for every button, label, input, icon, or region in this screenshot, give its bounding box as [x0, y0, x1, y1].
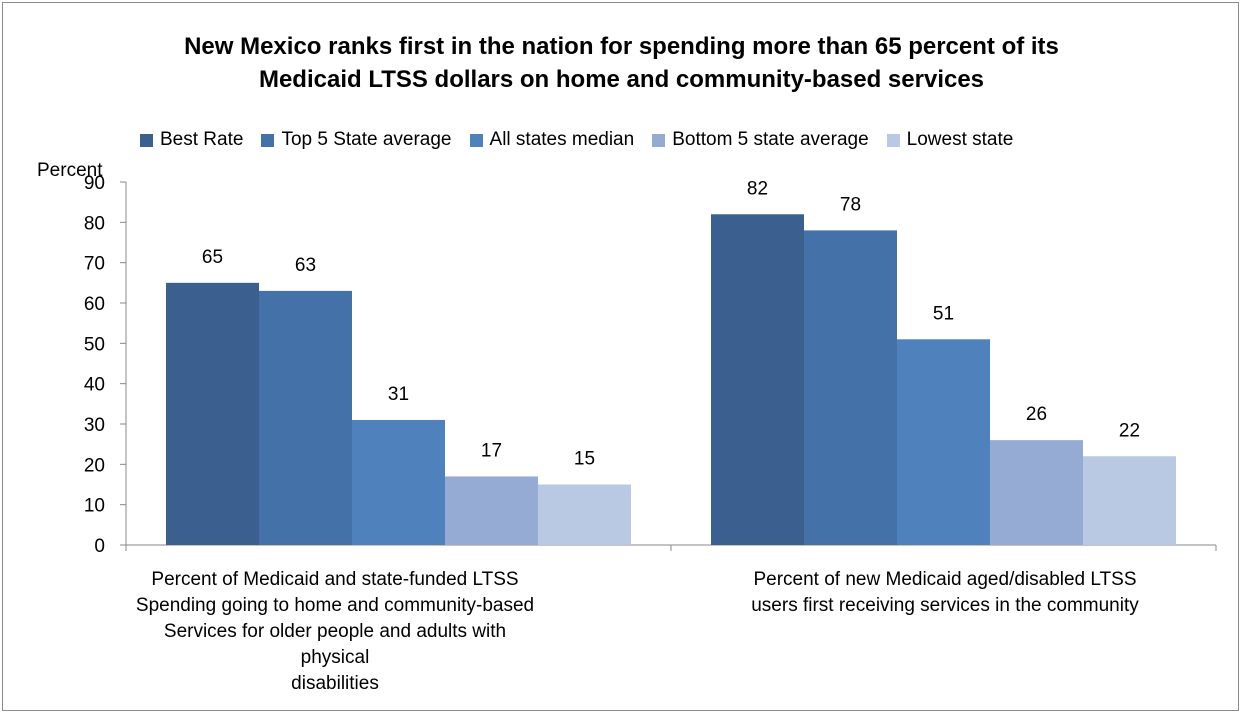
category-label-0-line-3: disabilities — [291, 673, 379, 694]
chart-title-line-1: New Mexico ranks first in the nation for… — [184, 33, 1059, 60]
y-tick-label-9: 90 — [84, 173, 105, 194]
y-tick-label-5: 50 — [84, 334, 105, 355]
y-tick-label-8: 80 — [84, 213, 105, 234]
category-label-0: Percent of Medicaid and state-funded LTS… — [130, 567, 540, 697]
legend-item-4: Lowest state — [886, 129, 1014, 151]
bar-1-0 — [711, 214, 804, 545]
bar-0-0 — [166, 282, 259, 545]
legend-item-0: Best Rate — [140, 129, 243, 151]
legend-swatch-2 — [469, 133, 483, 147]
bar-0-1 — [259, 290, 352, 545]
category-label-1-line-1: users first receiving services in the co… — [751, 595, 1139, 616]
legend-item-2: All states median — [469, 129, 635, 151]
legend-swatch-3 — [652, 133, 666, 147]
data-label-0-3: 17 — [481, 440, 502, 461]
y-tick-label-2: 20 — [84, 455, 105, 476]
chart-title: New Mexico ranks first in the nation for… — [0, 30, 1243, 96]
legend-label-2: All states median — [489, 129, 635, 150]
data-label-0-4: 15 — [574, 449, 595, 470]
category-label-0-line-2: Services for older people and adults wit… — [163, 621, 507, 668]
data-label-1-2: 51 — [933, 303, 954, 324]
bar-1-3 — [990, 440, 1083, 545]
legend-swatch-1 — [261, 133, 275, 147]
y-tick-label-4: 40 — [84, 375, 105, 396]
chart-legend: Best Rate Top 5 State average All states m… — [140, 127, 1230, 153]
category-label-1: Percent of new Medicaid aged/disabled LT… — [670, 567, 1220, 619]
data-label-0-0: 65 — [202, 247, 223, 268]
legend-swatch-0 — [140, 133, 153, 147]
bar-0-2 — [352, 419, 445, 545]
y-tick-label-0: 0 — [94, 536, 105, 557]
legend-label-4: Lowest state — [906, 129, 1014, 150]
data-label-1-3: 26 — [1026, 404, 1047, 425]
chart-title-line-2: Medicaid LTSS dollars on home and commun… — [258, 66, 985, 93]
data-label-0-1: 63 — [295, 255, 316, 276]
data-label-1-4: 22 — [1119, 420, 1140, 441]
legend-label-1: Top 5 State average — [281, 129, 452, 150]
y-tick-label-7: 70 — [84, 254, 105, 275]
data-label-1-0: 82 — [747, 178, 768, 199]
legend-swatch-4 — [886, 133, 900, 147]
data-label-0-2: 31 — [388, 384, 409, 405]
y-tick-label-1: 10 — [84, 496, 105, 517]
legend-item-3: Bottom 5 state average — [652, 129, 869, 151]
category-label-0-line-0: Percent of Medicaid and state-funded LTS… — [151, 569, 519, 590]
y-tick-label-3: 30 — [84, 415, 105, 436]
y-axis-label: Percent — [37, 160, 103, 181]
category-label-1-line-0: Percent of new Medicaid aged/disabled LT… — [753, 569, 1137, 590]
bar-0-4 — [538, 484, 631, 545]
bar-1-4 — [1083, 456, 1176, 545]
legend-label-3: Bottom 5 state average — [672, 129, 869, 150]
legend-label-0: Best Rate — [160, 129, 244, 150]
bar-1-1 — [804, 230, 897, 545]
category-label-0-line-1: Spending going to home and community-bas… — [135, 595, 535, 616]
bar-1-2 — [897, 339, 990, 545]
bar-0-3 — [445, 476, 538, 545]
data-label-1-1: 78 — [840, 194, 861, 215]
y-tick-label-6: 60 — [84, 294, 105, 315]
legend-item-1: Top 5 State average — [261, 129, 452, 151]
